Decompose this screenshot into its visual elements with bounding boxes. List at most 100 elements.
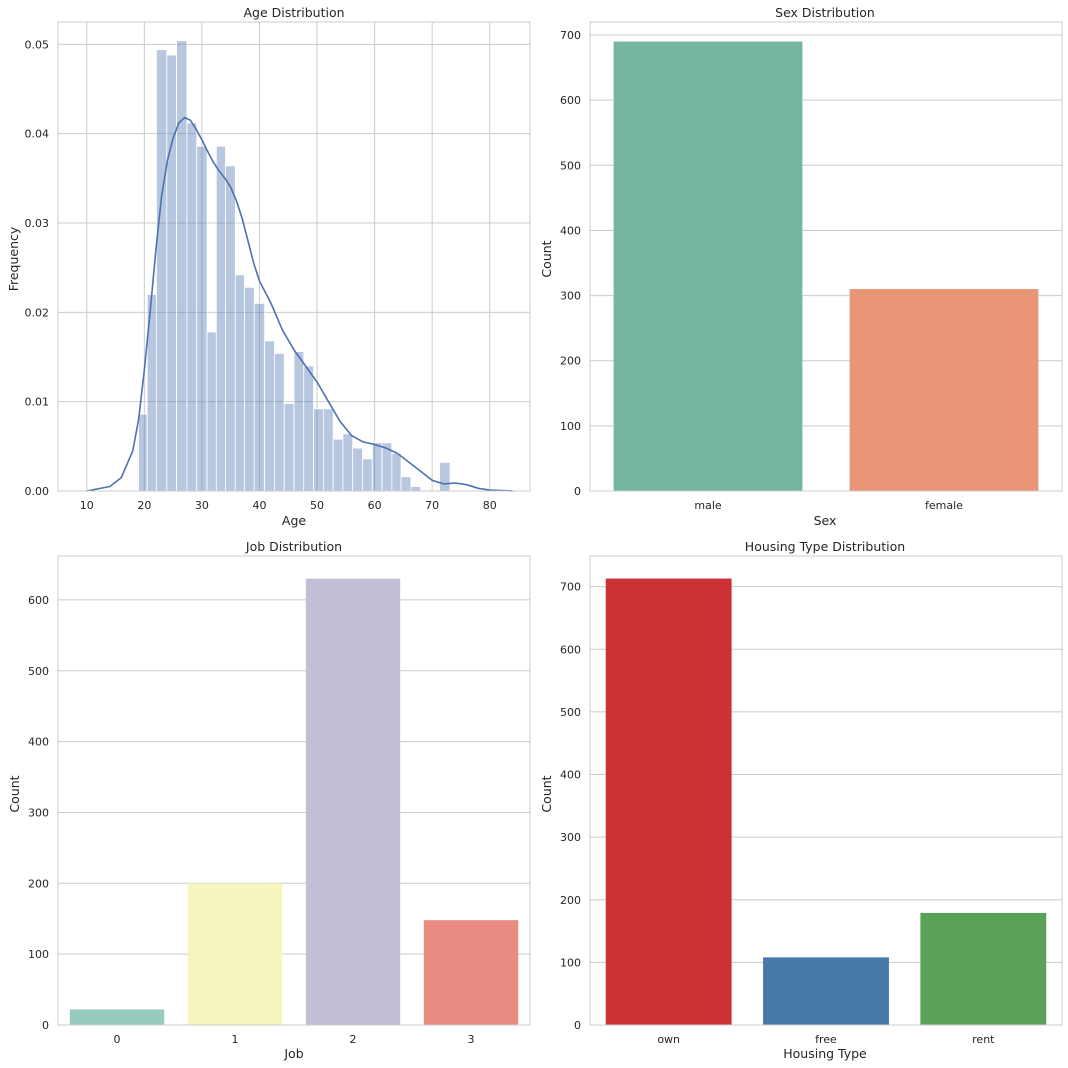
y-tick-label: 400 [28,736,49,749]
y-tick-label: 100 [560,956,581,969]
x-tick-label: 30 [195,499,209,512]
x-tick-label: own [657,1033,680,1046]
axes-frame [57,555,531,1026]
y-tick-label: 0.04 [25,128,50,141]
y-tick-label: 600 [560,94,581,107]
histogram-bar [362,458,373,492]
y-tick-label: 100 [28,948,49,961]
y-tick-label: 0.00 [25,485,50,498]
x-tick-label: 40 [252,499,266,512]
y-tick-label: 500 [28,665,49,678]
y-tick-label: 600 [560,643,581,656]
y-tick-label: 0.03 [25,217,50,230]
histogram-bar [138,413,148,492]
histogram-bar [234,274,245,492]
chart-title: Sex Distribution [775,5,875,20]
bar-free [763,957,889,1025]
x-axis-label: Job [283,1046,303,1061]
histogram-bar [215,145,226,492]
housing-bar-panel: Housing Type Distribution Housing Type C… [539,539,1063,1061]
chart-title: Age Distribution [243,5,344,20]
histogram-bar [196,145,208,492]
histogram-bar [166,54,177,492]
histogram-bar [156,49,168,492]
histogram-bar [439,462,451,492]
y-tick-label: 0 [574,485,581,498]
bar-3 [423,920,519,1025]
y-tick-label: 0.01 [25,396,50,409]
y-tick-label: 0.05 [25,38,50,51]
x-tick-label: 1 [232,1033,239,1046]
x-tick-label: 80 [483,499,497,512]
y-tick-label: 0.02 [25,306,50,319]
histogram-bar [410,486,422,492]
y-tick-label: 0 [42,1019,49,1032]
y-tick-label: 400 [560,769,581,782]
axes-frame [57,21,531,492]
histogram-bar [322,408,334,492]
histogram-bar [342,433,354,492]
y-tick-label: 400 [560,224,581,237]
bar-female [849,289,1039,491]
y-tick-label: 300 [560,831,581,844]
histogram-bar [206,331,217,492]
histogram-bar [352,447,363,492]
y-tick-label: 200 [560,355,581,368]
y-tick-label: 200 [28,877,49,890]
x-axis-label: Sex [814,513,837,528]
x-tick-label: rent [972,1033,995,1046]
histogram-bar [264,340,275,492]
y-axis-label: Frequency [6,226,21,291]
x-axis-label: Age [282,513,306,528]
x-tick-label: female [925,499,963,512]
histogram-bar [400,476,412,492]
histogram-bar [176,40,188,492]
y-axis-label: Count [539,240,554,277]
x-tick-label: 60 [368,499,382,512]
x-tick-label: free [815,1033,837,1046]
bar-0 [69,1009,165,1025]
histogram-bar [391,453,402,492]
age-histogram-panel: Age Distribution Age Frequency 0.00 0.01 0… [6,5,531,528]
x-tick-label: 2 [350,1033,357,1046]
x-tick-label: 50 [310,499,324,512]
histogram-bar [186,122,198,492]
chart-title: Job Distribution [245,539,342,554]
histogram-bar [283,403,295,492]
y-tick-label: 500 [560,159,581,172]
axes-frame [589,21,1063,492]
x-tick-label: 3 [468,1033,475,1046]
x-tick-label: 10 [80,499,94,512]
histogram-bar [244,286,255,492]
y-axis-label: Count [7,775,22,812]
y-tick-label: 700 [560,29,581,42]
bar-2 [305,578,401,1025]
bar-own [605,578,732,1025]
job-bar-panel: Job Distribution Job Count 0 100 200 300 400… [7,539,531,1061]
y-tick-label: 100 [560,420,581,433]
sex-bar-panel: Sex Distribution Sex Count 0 100 200 300 400… [539,5,1063,528]
y-axis-label: Count [539,775,554,812]
y-tick-label: 200 [560,894,581,907]
kde-line [86,116,513,492]
histogram-bar [225,165,236,492]
histogram-bar [303,365,314,492]
y-tick-label: 300 [560,290,581,303]
histogram-bar [332,438,344,492]
y-tick-label: 600 [28,594,49,607]
y-tick-label: 300 [28,806,49,819]
x-tick-label: male [694,499,722,512]
bar-male [613,41,803,492]
x-axis-label: Housing Type [783,1046,867,1061]
x-tick-label: 0 [114,1033,121,1046]
x-tick-label: 20 [137,499,151,512]
bar-rent [920,912,1047,1025]
x-tick-label: 70 [425,499,439,512]
axes-frame [589,555,1063,1026]
histogram-bar [371,442,383,492]
y-tick-label: 0 [574,1019,581,1032]
y-tick-label: 700 [560,581,581,594]
histogram-bar [313,408,324,492]
histogram-bar [293,351,305,492]
